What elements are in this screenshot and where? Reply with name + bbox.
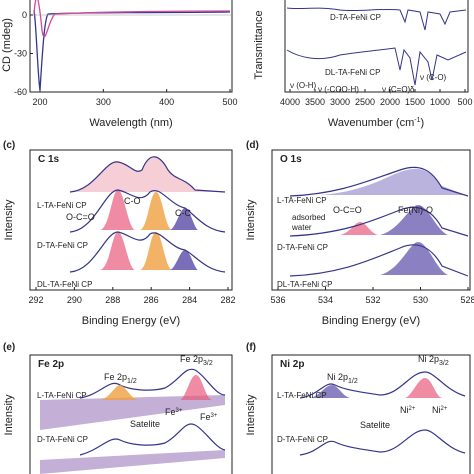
sample-label: D-TA-FeNi CP [37, 435, 88, 444]
x-tick-label: 530 [413, 295, 428, 305]
x-tick-label: 286 [144, 295, 159, 305]
sample-label: D-TA-FeNi CP [37, 241, 88, 250]
x-tick-label: 282 [220, 295, 235, 305]
annotation: O-C=O [66, 212, 95, 222]
annotation: Satelite [130, 419, 160, 429]
annotation: Ni2+ [432, 405, 448, 415]
annotation: Fe(Ni)-O [398, 205, 433, 215]
annotation: ν (C=O) [382, 85, 411, 94]
y-tick-label: -60 [14, 87, 27, 97]
sample-label: DL-TA-FeNi CP [277, 280, 332, 289]
x-tick-label: 534 [318, 295, 333, 305]
x-tick-label: 2500 [355, 97, 375, 107]
sample-label: L-TA-FeNi CP [37, 201, 87, 210]
y-label: Intensity [3, 394, 15, 435]
annotation: Fe 2p1/2 [104, 372, 137, 385]
x-tick-label: 1000 [430, 97, 450, 107]
x-tick-label: 536 [270, 295, 285, 305]
x-tick-label: 3000 [330, 97, 350, 107]
axes-b [284, 0, 469, 93]
axes-f [271, 354, 471, 474]
annotation: water [291, 223, 312, 232]
curve [286, 7, 467, 31]
x-tick-label: 528 [460, 295, 474, 305]
x-tick-label: 500 [222, 97, 237, 107]
y-tick-label: 0 [22, 10, 27, 20]
sample-label: L-TA-FeNi CP [37, 391, 87, 400]
spectra [69, 156, 226, 273]
x-tick-label: 500 [457, 97, 472, 107]
curve [33, 0, 231, 38]
x-tick-label: 284 [182, 295, 197, 305]
annotation: ν (C-O) [420, 73, 447, 82]
x-label: Wavelength (nm) [89, 117, 172, 129]
x-tick-label: 1500 [405, 97, 425, 107]
annotation: ν (-COO-H) [318, 85, 359, 94]
spectra [299, 371, 466, 456]
x-label: Wavenumber (cm-1) [328, 117, 424, 129]
sample-label: L-TA-FeNi CP [277, 196, 327, 205]
y-label: Transmittance [253, 10, 265, 79]
panel-label: (e) [3, 342, 15, 353]
x-label: Binding Energy (eV) [82, 315, 180, 327]
x-tick-label: 292 [28, 295, 43, 305]
panel-label: (c) [3, 140, 15, 151]
annotation: O-C=O [333, 205, 362, 215]
annotation: Ni 2p3/2 [418, 354, 449, 367]
annotation: Fe3+ [200, 412, 218, 422]
annotation: Ni 2p1/2 [327, 372, 358, 385]
axes-a [29, 0, 233, 93]
panel-label: (d) [246, 140, 259, 151]
annotation: Satelite [360, 420, 390, 430]
x-tick-label: 3500 [305, 97, 325, 107]
axes-d [271, 149, 471, 291]
spectra [40, 368, 226, 474]
x-tick-label: 200 [32, 97, 47, 107]
annotation: Ni2+ [400, 405, 416, 415]
annotation: Fe 2p3/2 [180, 354, 213, 367]
axes-c [29, 149, 233, 291]
x-tick-label: 288 [105, 295, 120, 305]
y-tick-label: -30 [14, 49, 27, 59]
spectra [289, 166, 469, 277]
x-tick-label: 2000 [380, 97, 400, 107]
panel-title: C 1s [38, 154, 60, 165]
x-tick-label: 400 [159, 97, 174, 107]
sample-label: D-TA-FeNi CP [277, 435, 328, 444]
y-label: Intensity [245, 394, 257, 435]
annotation: ν (O-H) [290, 81, 317, 90]
panel-title: O 1s [280, 154, 302, 165]
annotation: adsorbed [292, 213, 325, 222]
annotation: C-O [124, 196, 141, 206]
curve [33, 9, 231, 91]
x-tick-label: 300 [96, 97, 111, 107]
sample-label: DL-TA-FeNi CP [325, 68, 380, 77]
sample-label: DL-TA-FeNi CP [37, 280, 92, 289]
curve [286, 47, 467, 86]
x-tick-label: 290 [67, 295, 82, 305]
sample-label: D-TA-FeNi CP [277, 243, 328, 252]
panel-title: Ni 2p [280, 359, 304, 370]
panel-label: (f) [246, 342, 256, 353]
sample-label: L-TA-FeNi CP [277, 391, 327, 400]
x-tick-label: 4000 [280, 97, 300, 107]
y-label: CD (mdeg) [1, 18, 13, 72]
y-label: Intensity [245, 199, 257, 240]
annotation: Fe3+ [165, 407, 183, 417]
sample-label: D-TA-FeNi CP [330, 13, 381, 22]
axes-e [29, 354, 233, 474]
annotation: C-C [175, 208, 191, 218]
x-tick-label: 532 [365, 295, 380, 305]
x-label: Binding Energy (eV) [322, 315, 420, 327]
panel-title: Fe 2p [38, 359, 64, 370]
annotation: δ [410, 85, 415, 94]
y-label: Intensity [3, 199, 15, 240]
